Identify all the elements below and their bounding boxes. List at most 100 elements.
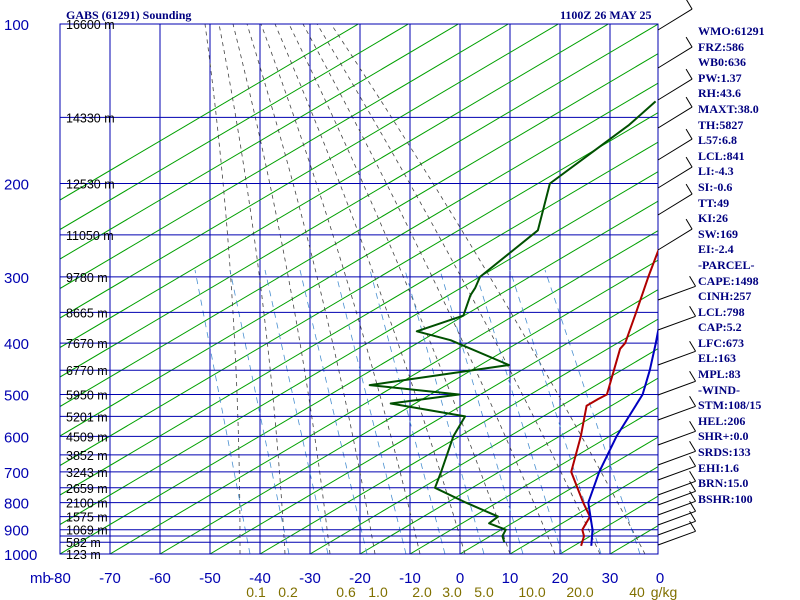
index-item: -PARCEL-: [698, 257, 755, 272]
height-label: 2100 m: [66, 497, 108, 511]
stability-indices: WMO:61291 FRZ:586 WB0:636 PW:1.37 RH:43.6 MAX…: [698, 24, 765, 507]
height-label: 1575 m: [66, 511, 108, 525]
height-label: 3243 m: [66, 466, 108, 480]
mixing-ratio-label: 5.0: [474, 584, 494, 600]
temperature-tick-label: -30: [299, 570, 321, 587]
index-item: SW:169: [698, 226, 739, 241]
sounding-series: [368, 100, 658, 547]
index-item: CINH:257: [698, 289, 752, 304]
mixing-ratio-label: 10.0: [518, 584, 545, 600]
height-label: 9780 m: [66, 271, 108, 285]
index-item: L57:6.8: [698, 133, 737, 148]
dewpoint-line: [368, 100, 657, 543]
wind-barb-staff: [657, 510, 696, 526]
wind-barb-flag: [689, 501, 697, 512]
temperature-tick-label: -60: [149, 570, 171, 587]
temperature-tick-label: -40: [249, 570, 271, 587]
mixing-ratio-label: 0.1: [246, 584, 266, 600]
index-item: STM:108/15: [698, 398, 762, 413]
mixing-ratio-line: [194, 269, 251, 554]
mixing-ratio-line: [334, 269, 407, 554]
mixing-ratio-line: [299, 269, 368, 554]
wind-barb-staff: [657, 315, 696, 331]
wind-barb-staff: [657, 8, 693, 31]
mixing-ratio-label: 3.0: [442, 584, 462, 600]
wind-barb-flag: [686, 0, 693, 10]
wind-barb-staff: [657, 380, 696, 396]
mixing-ratio-label: 0.2: [278, 584, 298, 600]
wind-barb-staff: [657, 520, 696, 536]
wind-barbs: [657, 0, 697, 546]
wind-barb-flag: [685, 68, 693, 80]
dry-adiabat-line: [60, 24, 410, 231]
wind-barb-flag: [689, 441, 697, 452]
temperature-tick-label: 0: [656, 570, 664, 587]
wind-barb-staff: [657, 465, 696, 481]
index-item: LFC:673: [698, 335, 744, 350]
wind-barb-staff: [657, 405, 696, 421]
height-label: 7670 m: [66, 337, 108, 351]
wind-barb-staff: [657, 228, 693, 251]
index-item: SHR+:0.0: [698, 429, 749, 444]
pressure-tick-label: 900: [4, 523, 29, 540]
height-label: 5950 m: [66, 388, 108, 402]
wind-barb-flag: [689, 421, 697, 432]
wind-barb-staff: [657, 350, 696, 366]
index-item: CAP:5.2: [698, 320, 742, 335]
height-label: 1069 m: [66, 524, 108, 538]
wind-barb-staff: [657, 490, 696, 506]
index-item: CAPE:1498: [698, 273, 759, 288]
wind-barb-flag: [689, 471, 697, 482]
moist-adiabat-line: [246, 24, 376, 554]
moist-adiabat-line: [260, 24, 421, 554]
index-item: RH:43.6: [698, 86, 741, 101]
wind-barb-flag: [685, 128, 693, 140]
wind-barb-flag: [689, 371, 697, 382]
dry-adiabat-line: [60, 82, 658, 437]
temperature-tick-label: -20: [349, 570, 371, 587]
pressure-tick-label: 800: [4, 496, 29, 513]
moist-adiabats: [204, 24, 646, 554]
height-label: 11050 m: [66, 229, 114, 243]
pressure-tick-label: 500: [4, 387, 29, 404]
pressure-tick-label: 200: [4, 177, 29, 194]
mixing-ratio-label: 1.0: [368, 584, 388, 600]
dry-adiabat-line: [60, 24, 658, 378]
index-item: KI:26: [698, 211, 728, 226]
height-label: 2659 m: [66, 482, 108, 496]
chart-title: GABS (61291) Sounding: [66, 8, 192, 22]
pressure-tick-label: 700: [4, 465, 29, 482]
pressure-tick-label: 1000: [4, 547, 37, 564]
wind-barb-flag: [685, 156, 693, 168]
parcel-line: [587, 326, 658, 546]
wind-barb-staff: [657, 166, 693, 189]
index-item: TH:5827: [698, 117, 744, 132]
index-item: BRN:15.0: [698, 476, 749, 491]
wind-barb-staff: [657, 430, 696, 446]
moist-adiabat-line: [302, 24, 556, 554]
temperature-tick-label: -70: [99, 570, 121, 587]
index-item: WMO:61291: [698, 24, 765, 38]
pressure-tick-label: 400: [4, 336, 29, 353]
plot-frame: [59, 23, 659, 555]
index-item: FRZ:586: [698, 39, 744, 54]
wind-barb-staff: [657, 138, 693, 161]
height-label: 4509 m: [66, 430, 108, 444]
wind-barb-flag: [685, 96, 693, 108]
index-item: WB0:636: [698, 55, 746, 70]
wind-barb-staff: [657, 78, 693, 101]
wind-barb-flag: [689, 456, 697, 467]
mixing-ratio-label: 2.0: [412, 584, 432, 600]
temperature-tick-label: -50: [199, 570, 221, 587]
wind-barb-flag: [685, 183, 693, 195]
mixing-ratio-line: [544, 269, 641, 554]
height-label: 3852 m: [66, 449, 108, 463]
moist-adiabat-line: [316, 24, 601, 554]
index-item: EI:-2.4: [698, 242, 734, 257]
dry-adiabat-line: [60, 24, 510, 290]
temperature-tick-label: 0: [456, 570, 464, 587]
wind-barb-flag: [689, 521, 697, 532]
moist-adiabat-line: [204, 24, 241, 554]
